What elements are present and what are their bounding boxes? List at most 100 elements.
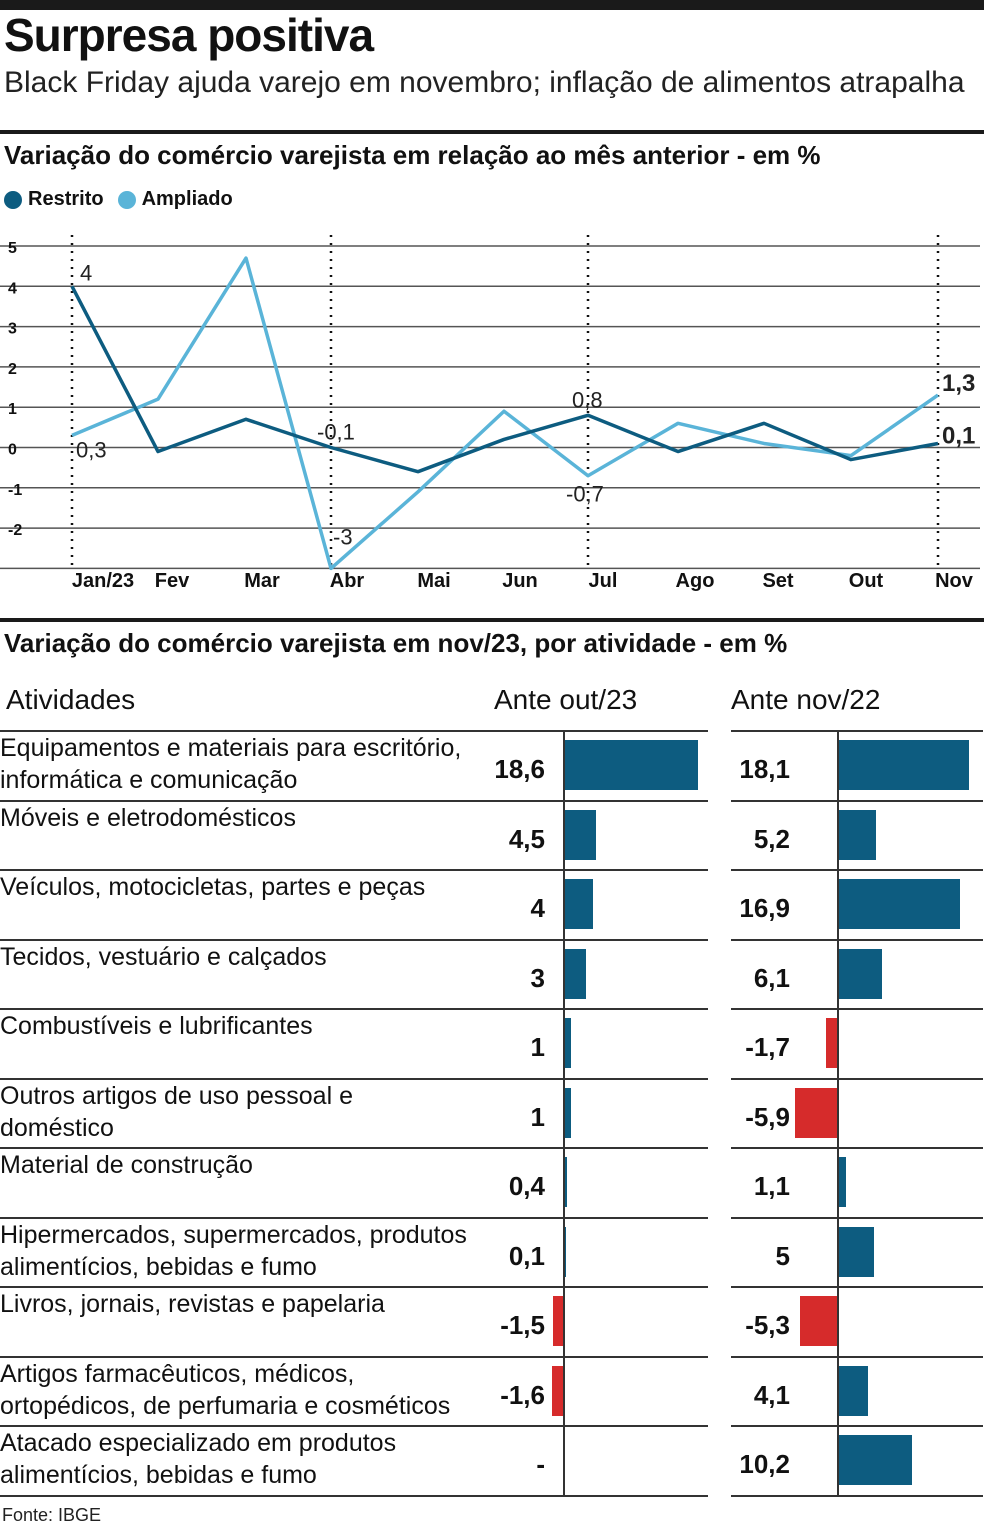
bar-nov22 [838, 740, 969, 790]
y-tick-label: -1 [8, 482, 22, 499]
row-separator [731, 1216, 983, 1219]
value-nov22: 5 [775, 1240, 790, 1271]
value-out23: 4,5 [508, 823, 545, 854]
x-tick-label: Mai [417, 570, 450, 592]
row-separator [731, 1147, 983, 1149]
row-separator [0, 869, 708, 871]
table-chart-title: Variação do comércio varejista em nov/23… [4, 628, 788, 658]
table-top-rule [731, 730, 983, 732]
section-rule [0, 130, 984, 134]
value-out23: 18,6 [494, 754, 545, 784]
data-label: 0,3 [76, 437, 107, 462]
value-out23: 1 [530, 1032, 545, 1062]
bar-axis-nov22 [837, 730, 839, 1495]
bar-nov22 [795, 1087, 838, 1138]
data-label: 4 [80, 260, 92, 285]
data-label: 1,3 [942, 370, 975, 397]
section-rule-2 [0, 618, 984, 622]
data-label: 0,8 [572, 387, 603, 412]
x-tick-label: Mar [244, 570, 280, 592]
y-tick-label: 2 [8, 361, 17, 378]
y-tick-label: -2 [8, 522, 22, 539]
row-separator [0, 1355, 708, 1358]
row-separator [731, 1077, 983, 1080]
bar-nov22 [838, 1157, 846, 1207]
activity-label: Combustíveis e lubrificantes [0, 1012, 313, 1040]
row-separator [731, 1425, 983, 1427]
bar-out23 [564, 740, 698, 790]
value-nov22: -5,3 [745, 1310, 790, 1340]
data-label: -3 [333, 524, 353, 549]
bar-nov22 [799, 1296, 838, 1346]
legend-swatch-ampliado [117, 190, 136, 209]
y-tick-label: 5 [8, 240, 17, 257]
value-out23: -1,6 [500, 1379, 545, 1410]
data-label: -0,7 [566, 482, 604, 507]
x-tick-label: Fev [155, 570, 190, 592]
source-note: Fonte: IBGE [2, 1505, 102, 1525]
row-separator [0, 938, 708, 941]
row-separator [0, 1077, 708, 1080]
row-separator [0, 1216, 708, 1219]
activity-label: Atacado especializado em produtos alimen… [0, 1429, 397, 1489]
value-out23: 0,1 [508, 1240, 545, 1271]
value-nov22: -5,9 [745, 1101, 790, 1132]
value-nov22: 4,1 [753, 1379, 790, 1410]
activity-label: Material de construção [0, 1151, 253, 1179]
legend-label-restrito: Restrito [28, 188, 104, 210]
value-out23: -1,5 [500, 1310, 545, 1340]
series-line-ampliado [71, 256, 939, 571]
row-separator [0, 799, 708, 802]
row-separator [731, 869, 983, 871]
line-chart-legend: Restrito Ampliado [4, 188, 247, 211]
x-tick-label: Jun [502, 570, 538, 592]
bar-nov22 [838, 1365, 868, 1416]
value-out23: 1 [530, 1101, 545, 1132]
x-tick-label: Set [762, 570, 793, 592]
row-separator [731, 799, 983, 802]
row-separator [731, 1008, 983, 1010]
value-nov22: 18,1 [739, 754, 790, 784]
y-tick-label: 3 [8, 321, 17, 338]
value-out23: 3 [530, 962, 545, 993]
table-top-rule [0, 730, 708, 732]
x-tick-label: Out [849, 570, 884, 592]
row-separator [731, 1355, 983, 1358]
row-separator [731, 938, 983, 941]
row-separator [731, 1286, 983, 1288]
bar-nov22 [838, 1226, 875, 1277]
legend-swatch-restrito [4, 190, 22, 209]
headline: Surpresa positiva [4, 9, 374, 61]
value-nov22: 10,2 [739, 1449, 790, 1479]
row-separator [731, 1494, 983, 1497]
bar-out23 [564, 1018, 572, 1068]
activity-label: Móveis e eletrodomésticos [0, 803, 296, 832]
bar-axis-out23 [563, 730, 565, 1495]
activity-label: Livros, jornais, revistas e papelaria [0, 1290, 385, 1318]
line-chart: 5 4 3 2 1 0 -1 -2 Jan/23 Fev Mar Abr Mai Jun Jul Ago Set… [0, 235, 980, 592]
row-separator [0, 1494, 708, 1497]
activity-label: Tecidos, vestuário e calçados [0, 942, 327, 971]
x-tick-label: Jan/23 [72, 570, 134, 592]
legend-item-ampliado: Ampliado [117, 188, 233, 211]
activity-label: Artigos farmacêuticos, médicos, ortopédi… [0, 1359, 451, 1420]
legend-item-restrito: Restrito [4, 188, 104, 211]
activity-label: Veículos, motocicletas, partes e peças [0, 873, 426, 901]
row-separator [0, 1425, 708, 1427]
value-out23: 4 [530, 893, 545, 923]
series-line-restrito [70, 285, 939, 474]
bar-out23 [564, 809, 597, 860]
data-label: -0,1 [317, 420, 355, 445]
bar-out23 [564, 1087, 572, 1138]
row-separator [0, 1008, 708, 1010]
legend-label-ampliado: Ampliado [141, 188, 233, 210]
column-header-activities: Atividades [6, 684, 136, 715]
x-tick-label: Abr [330, 570, 365, 592]
bar-out23 [552, 1365, 564, 1416]
value-nov22: 5,2 [753, 823, 790, 854]
activity-label: Hipermercados, supermercados, produtos a… [0, 1220, 467, 1281]
x-tick-label: Nov [935, 570, 974, 592]
top-bar [0, 0, 984, 10]
bar-out23 [553, 1296, 564, 1346]
bar-out23 [564, 1157, 567, 1207]
